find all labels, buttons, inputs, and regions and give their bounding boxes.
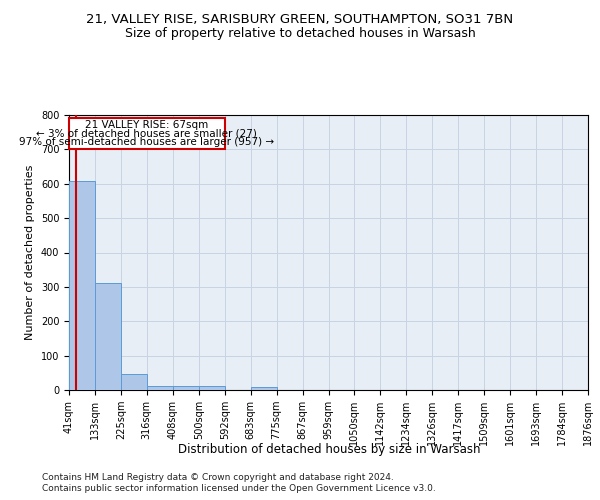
Text: Size of property relative to detached houses in Warsash: Size of property relative to detached ho… xyxy=(125,28,475,40)
Text: Contains public sector information licensed under the Open Government Licence v3: Contains public sector information licen… xyxy=(42,484,436,493)
Text: Contains HM Land Registry data © Crown copyright and database right 2024.: Contains HM Land Registry data © Crown c… xyxy=(42,472,394,482)
Bar xyxy=(95,284,121,390)
Text: ← 3% of detached houses are smaller (27): ← 3% of detached houses are smaller (27) xyxy=(37,128,257,138)
Bar xyxy=(199,386,225,390)
Text: Distribution of detached houses by size in Warsash: Distribution of detached houses by size … xyxy=(178,442,480,456)
Text: 97% of semi-detached houses are larger (957) →: 97% of semi-detached houses are larger (… xyxy=(19,138,274,147)
Text: 21 VALLEY RISE: 67sqm: 21 VALLEY RISE: 67sqm xyxy=(85,120,209,130)
Bar xyxy=(251,387,277,390)
Y-axis label: Number of detached properties: Number of detached properties xyxy=(25,165,35,340)
Bar xyxy=(121,374,147,390)
FancyBboxPatch shape xyxy=(69,118,225,150)
Bar xyxy=(69,181,95,390)
Bar xyxy=(173,386,199,390)
Text: 21, VALLEY RISE, SARISBURY GREEN, SOUTHAMPTON, SO31 7BN: 21, VALLEY RISE, SARISBURY GREEN, SOUTHA… xyxy=(86,12,514,26)
Bar xyxy=(147,386,173,390)
